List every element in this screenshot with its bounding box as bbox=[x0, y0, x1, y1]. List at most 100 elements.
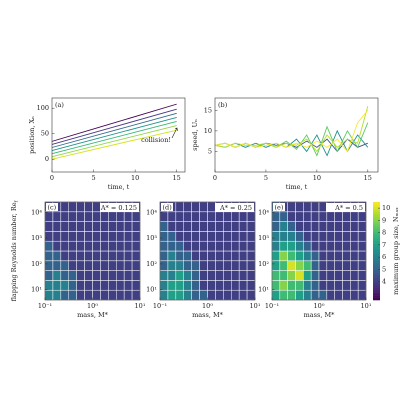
heatmap-cell bbox=[326, 221, 335, 232]
heatmap-cell bbox=[318, 211, 328, 222]
line-series bbox=[51, 129, 177, 160]
panel-label: (a) bbox=[55, 101, 64, 109]
colorbar-segment bbox=[373, 297, 380, 301]
heatmap-cell bbox=[357, 289, 367, 301]
heatmap-cell bbox=[303, 250, 312, 262]
heatmap-cell bbox=[342, 260, 351, 271]
heatmap-cell bbox=[326, 211, 335, 222]
heatmap-cell bbox=[131, 211, 141, 222]
heatmap-cell bbox=[199, 240, 208, 252]
heatmap-cell bbox=[334, 289, 343, 301]
x-axis-label: time, t bbox=[108, 183, 130, 191]
colorbar-segment bbox=[373, 236, 380, 240]
heatmap-cell bbox=[334, 231, 343, 242]
heatmap-cell bbox=[231, 221, 240, 232]
heatmap-cell bbox=[175, 231, 184, 242]
heatmap-cell bbox=[342, 280, 351, 291]
heatmap-cell bbox=[357, 280, 367, 291]
heatmap-cell bbox=[318, 250, 328, 262]
panel-label-box bbox=[46, 203, 58, 211]
heatmap-cell bbox=[92, 270, 101, 281]
colorbar-tick-label: 5 bbox=[382, 265, 386, 273]
x-tick-label: 15 bbox=[364, 174, 372, 182]
y-axis-label-sub: f bbox=[13, 199, 19, 202]
heatmap-cell bbox=[279, 270, 288, 281]
heatmap-cell bbox=[167, 221, 177, 232]
heatmap-cell bbox=[310, 240, 320, 252]
heatmap-cell bbox=[357, 260, 367, 271]
heatmap-cell bbox=[279, 250, 288, 262]
panel-title: A* = 0.25 bbox=[219, 204, 252, 212]
heatmap-cell bbox=[68, 280, 77, 291]
heatmap-cell bbox=[175, 270, 184, 281]
heatmap-cell bbox=[279, 240, 288, 252]
heatmap-cell bbox=[295, 211, 304, 222]
heatmap-cell bbox=[223, 231, 232, 242]
heatmap-cell bbox=[246, 270, 256, 281]
heatmap-cell bbox=[246, 289, 256, 301]
line-series bbox=[214, 129, 369, 157]
heatmap-cell bbox=[84, 260, 93, 271]
heatmap-cell bbox=[52, 280, 62, 291]
heatmap-cell bbox=[231, 270, 240, 281]
heatmap-cell bbox=[60, 201, 69, 213]
heatmap-cell bbox=[191, 231, 200, 242]
heatmap-cell bbox=[238, 280, 248, 291]
x-tick-label: 10 bbox=[313, 174, 321, 182]
heatmap-cell bbox=[350, 221, 359, 232]
heatmap-cell bbox=[191, 221, 200, 232]
heatmap-cell bbox=[183, 211, 192, 222]
heatmap-cell bbox=[100, 211, 109, 222]
colorbar-tick-label: 4 bbox=[382, 278, 386, 286]
colorbar-tick-label: 7 bbox=[382, 241, 386, 249]
colorbar-segment bbox=[373, 204, 380, 208]
heatmap-cell bbox=[116, 250, 125, 262]
heatmap-cell bbox=[116, 289, 125, 301]
heatmap-cell bbox=[357, 221, 367, 232]
heatmap-cell bbox=[60, 289, 69, 301]
colorbar-tick-label: 8 bbox=[382, 229, 386, 237]
heatmap-cell bbox=[326, 270, 335, 281]
heatmap-cell bbox=[84, 270, 93, 281]
heatmap-cell bbox=[350, 280, 359, 291]
heatmap-cell bbox=[223, 221, 232, 232]
colorbar-segment bbox=[373, 202, 380, 205]
heatmap-cell bbox=[334, 270, 343, 281]
heatmap-cell bbox=[295, 221, 304, 232]
heatmap-cell bbox=[84, 240, 93, 252]
x-axis-label: mass, M* bbox=[192, 311, 223, 319]
heatmap-cell bbox=[123, 221, 133, 232]
y-axis-label: flapping Reynolds number, Ref bbox=[10, 199, 19, 301]
heatmap-cell bbox=[52, 289, 62, 301]
heatmap-cell bbox=[76, 270, 85, 281]
heatmap-cell bbox=[167, 240, 177, 252]
heatmap-cell bbox=[167, 270, 177, 281]
heatmap-cell bbox=[295, 289, 304, 301]
heatmap-cell bbox=[215, 260, 224, 271]
heatmap-cell bbox=[207, 240, 216, 252]
colorbar-segment bbox=[373, 287, 380, 291]
heatmap-cell bbox=[271, 240, 281, 252]
plot-frame bbox=[214, 97, 379, 173]
x-tick-label: 10⁰ bbox=[87, 302, 98, 310]
line-series bbox=[51, 108, 177, 145]
heatmap-cell bbox=[183, 289, 192, 301]
heatmap-cell bbox=[167, 250, 177, 262]
colorbar-segment bbox=[373, 277, 380, 281]
colorbar-segment bbox=[373, 285, 380, 289]
heatmap-cell bbox=[123, 231, 133, 242]
heatmap-cell bbox=[271, 211, 281, 222]
title-box bbox=[326, 203, 365, 212]
y-tick-label: 50 bbox=[41, 130, 49, 138]
heatmap-cell bbox=[199, 260, 208, 271]
heatmap-cell bbox=[183, 231, 192, 242]
heatmap-cell bbox=[183, 270, 192, 281]
heatmap-cell bbox=[246, 260, 256, 271]
heatmap-cell bbox=[84, 221, 93, 232]
heatmap-cell bbox=[238, 211, 248, 222]
colorbar-segment bbox=[373, 233, 380, 237]
heatmap-cell bbox=[68, 211, 77, 222]
heatmap-cell bbox=[68, 231, 77, 242]
heatmap-cell bbox=[167, 289, 177, 301]
